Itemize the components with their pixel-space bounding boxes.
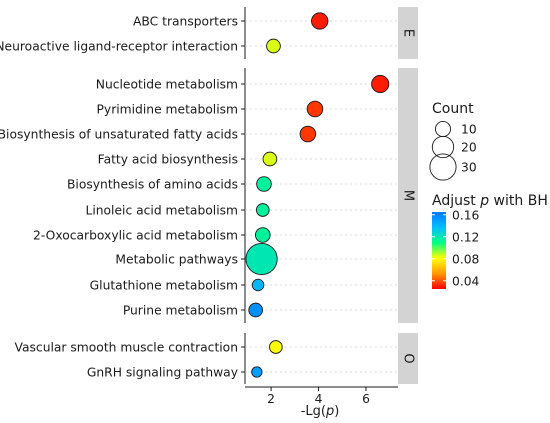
color-bar-label: 0.08 [452,252,479,266]
color-bar-label: 0.16 [452,208,480,222]
x-tick-label: 6 [362,392,370,406]
facet-panel-e: E ABC transporters Neuroactive ligand-rece… [0,7,418,59]
y-tick-label: Glutathione metabolism [90,279,238,293]
x-tick-label: 2 [267,392,275,406]
y-tick-label: 2-Oxocarboxylic acid metabolism [33,229,238,243]
size-legend-circle [429,153,457,181]
color-legend-title: Adjust p with BH [432,193,548,209]
data-point [254,227,271,243]
y-tick-label: Neuroactive ligand-receptor interaction [0,40,238,54]
y-tick-label: ABC transporters [133,15,238,29]
x-axis-label: -Lg(p) [301,404,340,419]
size-legend-circle [431,135,455,159]
facet-panel-o: O Vascular smooth muscle contraction GnRH … [15,333,418,384]
data-point [299,125,317,143]
y-tick-label: GnRH signaling pathway [87,366,238,380]
facet-strip [398,333,418,384]
data-point [251,278,265,292]
data-point [255,203,270,217]
x-axis: 2 4 6 [245,386,398,406]
size-legend-label: 10 [461,123,477,137]
y-tick-label: Biosynthesis of unsaturated fatty acids [0,128,238,142]
data-point [256,176,272,192]
data-point [311,12,329,30]
size-legend-label: 20 [461,141,477,155]
size-legend-label: 30 [461,161,477,175]
data-point [251,366,263,378]
y-tick-label: Purine metabolism [123,304,238,318]
facet-panel-m: M Nucleotide metabolism Pyrimidine metabol… [0,68,418,323]
facet-strip-label: O [401,353,416,363]
data-point [245,242,278,276]
size-legend-title: Count [432,101,474,117]
size-legend-circle [434,120,452,138]
facet-strip-label: M [401,190,416,201]
facet-strip-label: E [401,29,416,37]
color-bar-label: 0.12 [452,230,479,244]
facet-strip [398,7,418,59]
y-tick-label: Vascular smooth muscle contraction [15,341,238,355]
y-tick-label: Pyrimidine metabolism [97,103,239,117]
y-tick-label: Biosynthesis of amino acids [67,178,238,192]
facet-panels: E ABC transporters Neuroactive ligand-rece… [0,7,418,384]
y-tick-label: Nucleotide metabolism [96,78,238,92]
y-tick-label: Fatty acid biosynthesis [98,153,238,167]
y-tick-label: Linoleic acid metabolism [85,204,238,218]
x-tick-label: 4 [315,392,323,406]
data-point [248,302,264,318]
facet-strip [398,68,418,323]
color-legend: 0.16 0.12 0.08 0.04 [432,208,480,289]
data-point [306,100,324,118]
color-bar-label: 0.04 [452,274,480,288]
y-tick-label: Metabolic pathways [115,253,238,267]
data-point [269,340,283,354]
size-legend: 10 20 30 [429,120,477,181]
data-point [371,74,390,94]
color-bar [432,212,446,289]
data-point [266,38,281,54]
data-point [262,151,278,167]
